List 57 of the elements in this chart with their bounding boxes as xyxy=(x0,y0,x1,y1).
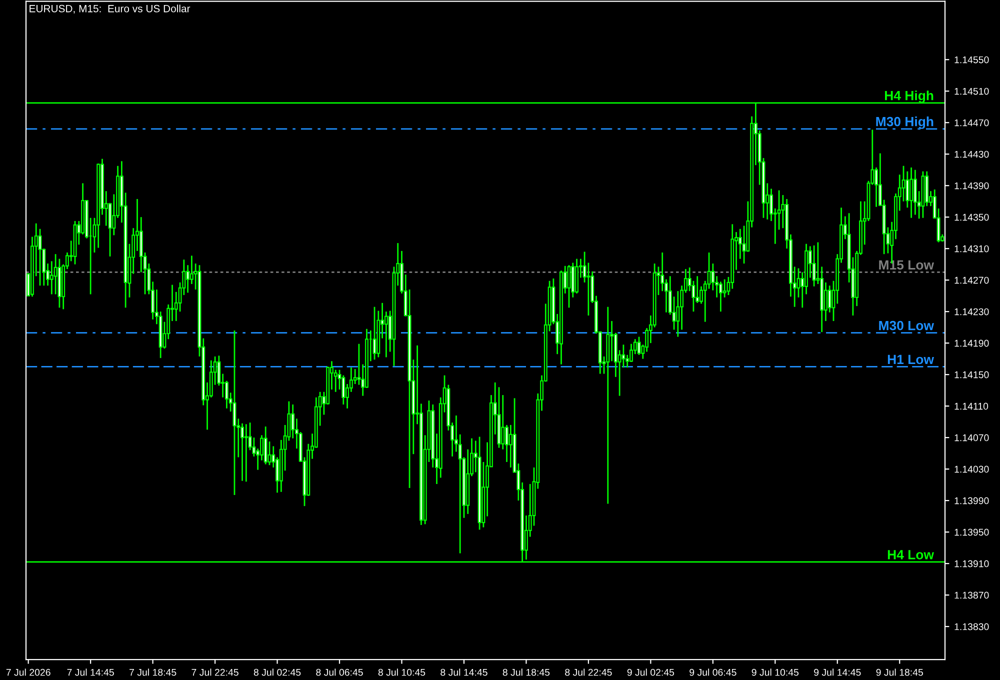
x-tick-label: 8 Jul 10:45 xyxy=(378,668,426,676)
candlestick xyxy=(828,284,832,314)
x-tick-label: 9 Jul 10:45 xyxy=(752,668,799,676)
x-tick-label: 8 Jul 22:45 xyxy=(565,668,612,676)
x-tick-label: 7 Jul 22:45 xyxy=(192,668,238,676)
candlestick xyxy=(54,253,58,295)
candlestick xyxy=(610,320,614,362)
candlestick xyxy=(637,336,641,356)
y-tick-label: 1.13950 xyxy=(954,528,989,536)
x-tick-label: 7 Jul 18:45 xyxy=(130,668,176,676)
y-tick-label: 1.14030 xyxy=(954,466,989,473)
x-tick-label: 9 Jul 14:45 xyxy=(814,668,861,676)
y-tick-label: 1.13830 xyxy=(954,623,989,630)
y-tick-label: 1.14550 xyxy=(954,56,989,64)
x-tick-label: 7 Jul 14:45 xyxy=(67,668,114,676)
candlestick xyxy=(244,423,248,482)
candlestick xyxy=(622,344,626,368)
ref-line-label: H4 High xyxy=(885,90,934,103)
ref-line-label: H1 Low xyxy=(888,354,934,364)
ref-line-label: M30 Low xyxy=(879,320,934,330)
y-tick-label: 1.14510 xyxy=(954,88,989,95)
candlestick xyxy=(240,422,244,482)
y-tick-label: 1.14390 xyxy=(954,182,989,190)
candlestick xyxy=(913,169,917,216)
x-tick-label: 8 Jul 02:45 xyxy=(254,668,301,676)
y-tick-label: 1.14270 xyxy=(954,276,989,284)
y-tick-label: 1.14150 xyxy=(954,371,989,378)
y-tick-label: 1.14470 xyxy=(954,119,989,126)
chart-title: EURUSD, M15: Euro vs US Dollar xyxy=(30,4,190,14)
candlestick xyxy=(586,262,590,316)
x-tick-label: 9 Jul 06:45 xyxy=(690,668,736,676)
y-tick-label: 1.14190 xyxy=(954,340,989,347)
y-tick-label: 1.14070 xyxy=(954,434,989,442)
y-tick-label: 1.14350 xyxy=(954,214,989,221)
x-tick-label: 8 Jul 06:45 xyxy=(316,668,363,676)
candlestick xyxy=(910,166,914,219)
candlestick xyxy=(372,306,376,360)
y-tick-label: 1.14430 xyxy=(954,150,989,158)
y-tick-label: 1.14230 xyxy=(954,308,989,316)
x-tick-label: 8 Jul 14:45 xyxy=(440,668,488,676)
ref-line-label: M15 Low xyxy=(879,260,934,270)
x-tick-label: 7 Jul 2026 xyxy=(6,668,50,676)
y-tick-label: 1.13870 xyxy=(954,592,989,599)
candlestick xyxy=(722,278,726,298)
candlestick xyxy=(812,244,816,288)
y-tick-label: 1.14310 xyxy=(954,245,989,252)
y-tick-label: 1.14110 xyxy=(954,402,988,410)
y-tick-label: 1.13990 xyxy=(954,497,989,504)
x-tick-label: 9 Jul 18:45 xyxy=(876,668,923,676)
candlestick xyxy=(824,282,828,322)
ref-line-label: M30 High xyxy=(876,116,934,129)
candlestick xyxy=(264,426,268,466)
candlestick xyxy=(501,394,505,450)
x-tick-label: 9 Jul 02:45 xyxy=(627,668,674,676)
y-tick-label: 1.13910 xyxy=(954,560,989,568)
x-tick-label: 8 Jul 18:45 xyxy=(502,668,550,676)
ref-line-label: H4 Low xyxy=(888,550,934,560)
